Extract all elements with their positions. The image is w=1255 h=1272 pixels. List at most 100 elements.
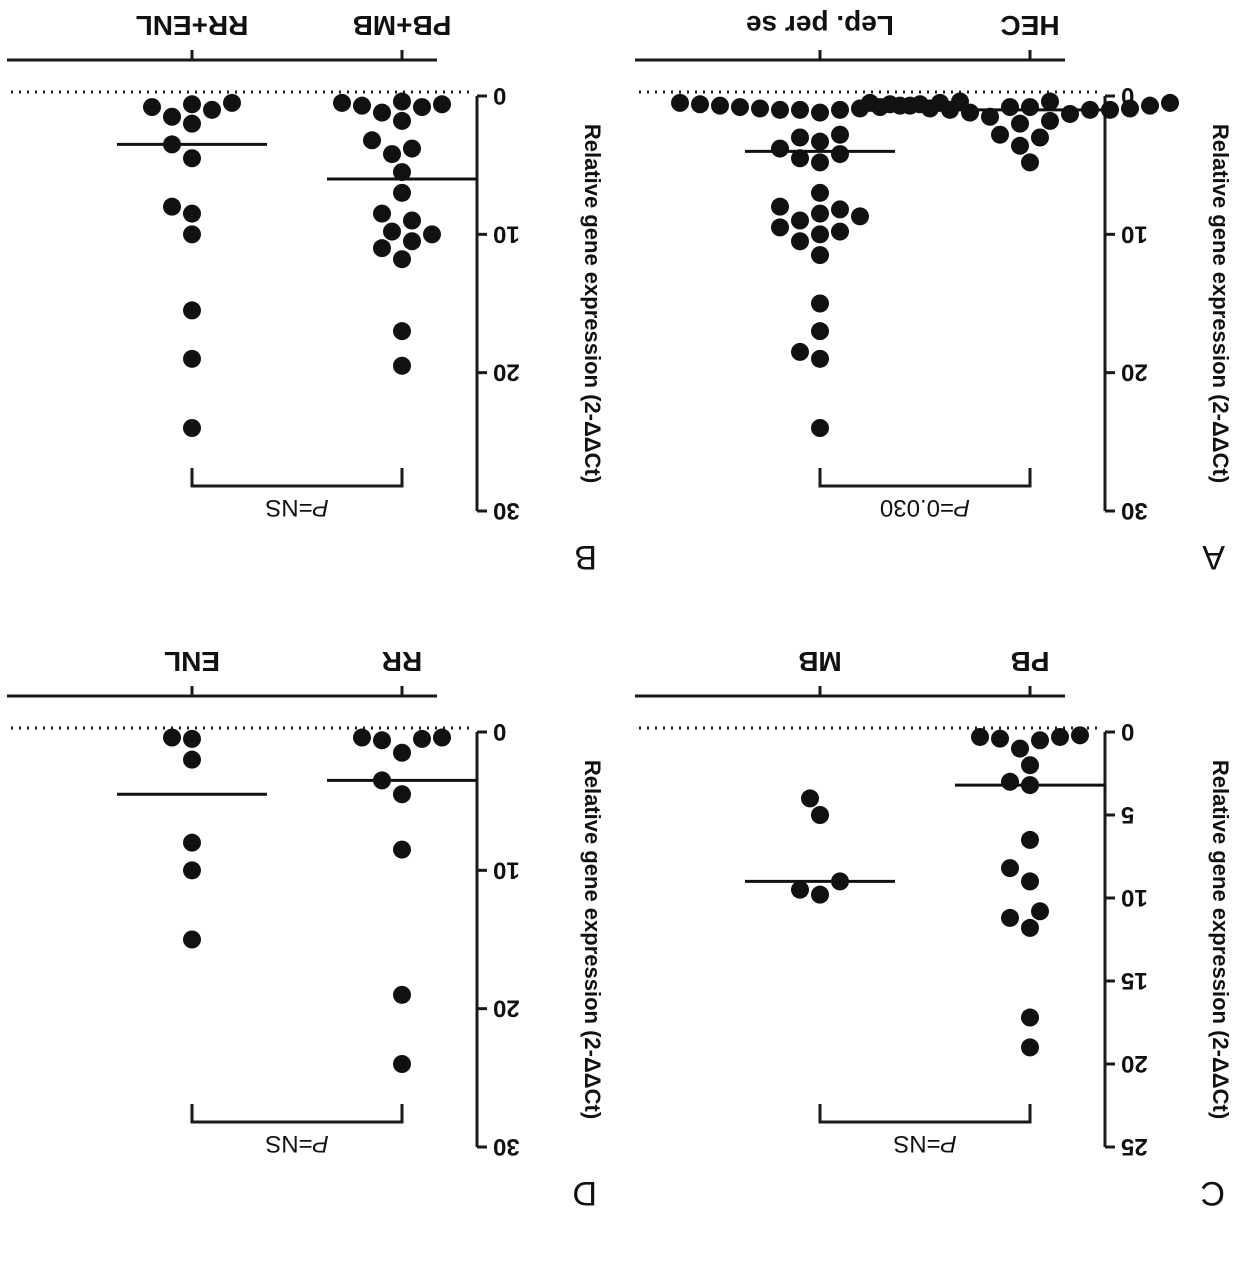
data-point [1141,96,1159,115]
data-point [163,197,181,216]
data-point [801,789,819,808]
data-point [373,731,391,750]
panel-letter: B [574,538,597,576]
data-point [981,107,999,126]
data-point [183,225,201,244]
data-point [163,728,181,747]
p-value-label: P=NS [265,1130,328,1157]
data-point [811,153,829,172]
data-point [771,218,789,237]
data-point [1021,153,1039,172]
data-point [1021,98,1039,117]
data-point [1021,830,1039,849]
data-point [393,1055,411,1073]
data-point [1011,136,1029,155]
data-point [403,232,421,251]
data-point [911,95,929,114]
y-tick-label: 0 [1121,718,1134,745]
data-point [1071,726,1089,745]
data-point [1021,756,1039,775]
data-point [1061,104,1079,123]
data-point [413,98,431,117]
data-point [183,114,201,133]
category-label: PB [1011,646,1050,677]
data-point [991,125,1009,144]
data-point [791,342,809,361]
data-point [183,861,201,880]
y-tick-label: 30 [493,1133,520,1160]
data-point [991,729,1009,748]
category-label: PB+MB [353,10,452,41]
data-point [183,930,201,949]
panel-letter: C [1200,1174,1225,1212]
y-tick-label: 10 [493,220,520,247]
data-point [1001,98,1019,117]
significance-bracket [818,1104,1032,1124]
data-point [1041,92,1059,111]
data-point [203,100,221,119]
y-axis-label: Relative gene expression (2-ΔΔCt) [1208,124,1233,483]
data-point [1051,727,1069,746]
data-point [393,92,411,111]
panel-letter: A [1202,538,1225,576]
data-point [791,149,809,168]
data-point [671,93,689,112]
y-tick-label: 30 [493,497,520,524]
data-point [433,95,451,114]
data-point [373,103,391,122]
y-tick-label: 20 [1121,359,1148,386]
data-point [223,93,241,112]
data-point [811,294,829,313]
y-tick-label: 10 [493,856,520,883]
data-point [403,139,421,158]
data-point [383,145,401,164]
data-point [183,349,201,368]
category-label: HEC [1000,10,1059,41]
data-point [1121,99,1139,118]
y-tick-label: 20 [1121,1050,1148,1077]
data-point [183,729,201,748]
data-point [1021,918,1039,937]
data-point [403,211,421,230]
data-point [831,200,849,219]
data-point [831,125,849,144]
y-tick-label: 0 [493,82,506,109]
data-point [1011,114,1029,133]
y-axis-label: Relative gene expression (2-ΔΔCt) [1208,760,1233,1119]
data-point [183,95,201,114]
category-label: RR+ENL [136,10,249,41]
y-tick-label: 25 [1121,1133,1148,1160]
data-point [143,98,161,117]
data-point [373,239,391,258]
data-point [393,785,411,804]
y-tick-label: 30 [1121,497,1148,524]
data-point [1021,872,1039,891]
data-point [1161,93,1179,112]
data-point [183,750,201,769]
y-tick-label: 0 [493,718,506,745]
data-point [353,96,371,115]
p-value-label: P=NS [893,1130,956,1157]
data-point [183,149,201,168]
data-point [353,728,371,747]
significance-bracket [190,1104,404,1124]
data-point [183,301,201,320]
category-label: ENL [164,646,220,677]
data-point [771,197,789,216]
data-point [393,322,411,341]
data-point [811,349,829,368]
data-point [771,100,789,119]
data-point [811,103,829,122]
data-point [871,98,889,117]
data-point [183,204,201,223]
data-point [163,107,181,126]
data-point [1031,731,1049,750]
data-point [811,225,829,244]
data-point [1001,908,1019,927]
data-point [183,833,201,852]
p-value-label: P=NS [265,494,328,521]
data-point [791,100,809,119]
data-point [811,806,829,824]
panel-C: C Relative gene expression (2-ΔΔCt) 0 5 10 15… [635,646,1233,1212]
